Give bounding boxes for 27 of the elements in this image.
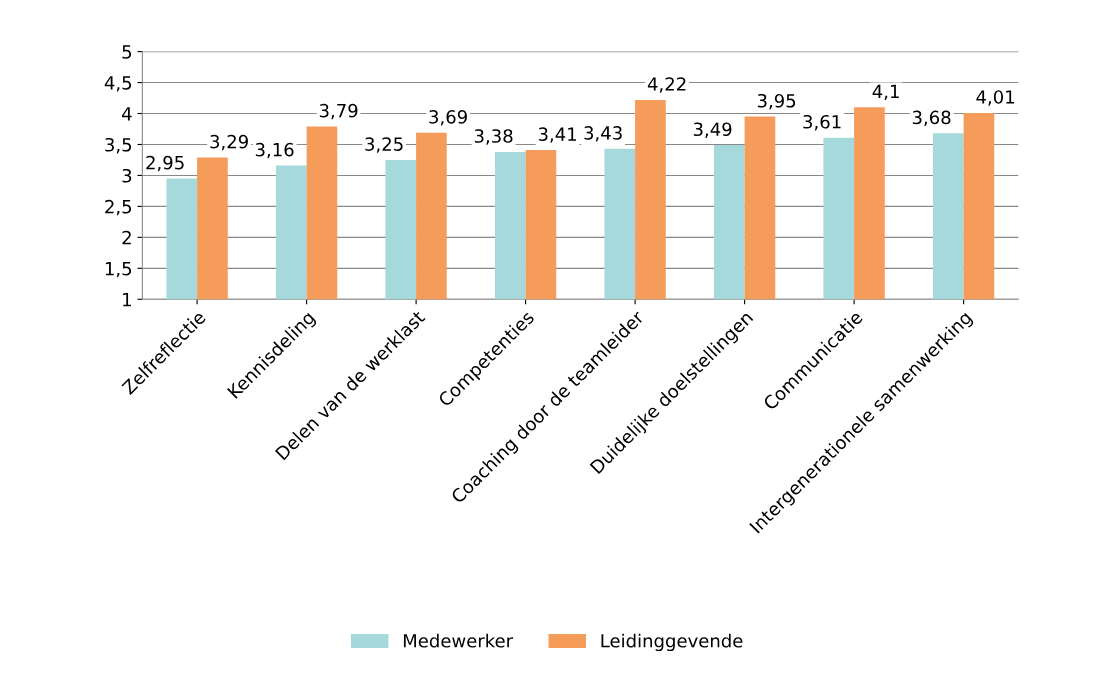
data-label: 3,29 bbox=[210, 134, 248, 151]
legend-label: Leidinggevende bbox=[601, 633, 743, 652]
data-label: 3,25 bbox=[365, 137, 403, 153]
y-tick-label: 2 bbox=[122, 230, 131, 245]
data-label: 2,95 bbox=[146, 155, 184, 172]
data-label: 4,22 bbox=[647, 77, 686, 93]
data-label: 3,49 bbox=[693, 122, 732, 138]
y-tick-label: 1 bbox=[123, 292, 131, 307]
y-tick-label: 1,5 bbox=[105, 262, 132, 278]
data-label: 4,1 bbox=[872, 84, 899, 101]
data-label: 3,79 bbox=[319, 103, 358, 120]
data-label: 4,01 bbox=[976, 90, 1015, 106]
data-label: 3,68 bbox=[912, 110, 951, 127]
data-label: 3,43 bbox=[584, 126, 622, 142]
legend-label: Medewerker bbox=[403, 633, 514, 648]
data-label: 3,38 bbox=[474, 129, 513, 145]
data-label: 3,61 bbox=[803, 114, 841, 131]
y-tick-label: 3 bbox=[122, 168, 132, 183]
y-tick-label: 3,5 bbox=[105, 137, 132, 154]
y-tick-label: 5 bbox=[122, 45, 132, 59]
y-tick-label: 4,5 bbox=[104, 76, 132, 92]
y-tick-label: 4 bbox=[122, 107, 132, 121]
y-tick-label: 2,5 bbox=[105, 199, 132, 216]
data-label: 3,95 bbox=[757, 93, 796, 110]
data-label: 3,16 bbox=[255, 142, 294, 159]
data-label: 3,41 bbox=[538, 127, 577, 143]
data-label: 3,69 bbox=[429, 110, 467, 126]
